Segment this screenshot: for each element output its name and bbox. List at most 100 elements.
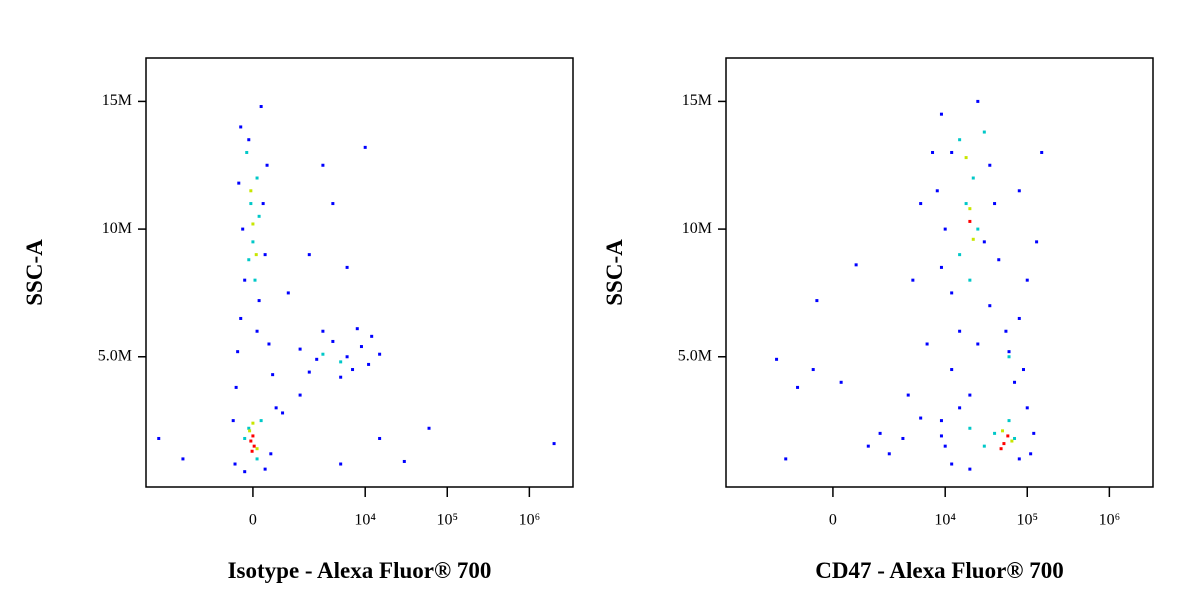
- event-dot: [939, 112, 943, 116]
- event-dot: [784, 457, 788, 461]
- event-dot: [950, 368, 954, 372]
- event-dot: [255, 329, 259, 333]
- event-dot: [958, 138, 962, 142]
- x-axis-title: CD47 - Alexa Fluor® 700: [815, 558, 1063, 583]
- event-dot: [241, 227, 245, 231]
- event-dot: [367, 362, 371, 366]
- event-dot: [267, 342, 271, 346]
- event-dot: [265, 163, 269, 167]
- event-dot: [964, 156, 968, 160]
- event-dot: [281, 411, 285, 415]
- event-dot: [815, 299, 819, 303]
- event-dot: [378, 352, 382, 356]
- x-tick-label: 0: [829, 512, 837, 529]
- event-dot: [247, 258, 251, 262]
- event-dot: [157, 436, 161, 440]
- event-dot: [402, 459, 406, 463]
- event-dot: [298, 347, 302, 351]
- event-dot: [255, 457, 259, 461]
- event-dot: [976, 99, 980, 103]
- event-dot: [331, 202, 335, 206]
- event-dot: [1010, 439, 1014, 443]
- event-dot: [253, 278, 257, 282]
- event-dot: [999, 447, 1003, 451]
- event-dot: [263, 253, 267, 257]
- event-dot: [363, 145, 367, 149]
- plot-frame: [145, 57, 574, 488]
- event-dot: [993, 202, 997, 206]
- event-dot: [887, 452, 891, 456]
- event-dot: [259, 419, 263, 423]
- event-dot: [988, 163, 992, 167]
- event-dot: [243, 470, 247, 474]
- y-tick-label: 10M: [102, 220, 132, 237]
- event-dot: [968, 393, 972, 397]
- event-dot: [243, 278, 247, 282]
- event-dot: [1017, 189, 1021, 193]
- event-dot: [351, 368, 355, 372]
- x-tick-label: 10⁶: [519, 512, 541, 529]
- y-axis-title: SSC-A: [602, 239, 627, 306]
- x-tick-label: 10⁵: [436, 512, 458, 529]
- event-dot: [950, 291, 954, 295]
- event-dot: [968, 426, 972, 430]
- event-dot: [950, 462, 954, 466]
- event-dot: [775, 357, 779, 361]
- event-dot: [1029, 452, 1033, 456]
- event-dot: [252, 444, 256, 448]
- event-dot: [251, 434, 255, 438]
- event-dot: [251, 421, 255, 425]
- event-dot: [866, 444, 870, 448]
- event-dot: [243, 436, 247, 440]
- event-dot: [925, 342, 929, 346]
- event-dot: [355, 327, 359, 331]
- event-dot: [359, 345, 363, 349]
- x-tick-label: 10⁴: [934, 512, 956, 529]
- event-dot: [982, 444, 986, 448]
- x-axis-title: Isotype - Alexa Fluor® 700: [228, 558, 492, 583]
- event-dot: [248, 429, 252, 433]
- event-dot: [901, 436, 905, 440]
- event-dot: [1032, 431, 1036, 435]
- y-tick-label: 10M: [682, 220, 712, 237]
- event-dot: [247, 426, 251, 430]
- event-dot: [931, 150, 935, 154]
- event-dot: [339, 360, 343, 364]
- event-dot: [255, 176, 259, 180]
- event-dot: [237, 181, 241, 185]
- event-dot: [982, 240, 986, 244]
- event-dot: [239, 125, 243, 129]
- event-dot: [1004, 329, 1008, 333]
- event-dot: [976, 342, 980, 346]
- x-tick-label: 10⁵: [1016, 512, 1038, 529]
- event-dot: [236, 350, 240, 354]
- event-dot: [854, 263, 858, 267]
- event-dot: [906, 393, 910, 397]
- event-dot: [321, 329, 325, 333]
- event-dot: [255, 447, 259, 451]
- event-dot: [249, 202, 253, 206]
- event-dot: [286, 291, 290, 295]
- event-dot: [1007, 350, 1011, 354]
- event-dot: [839, 380, 843, 384]
- x-tick-label: 0: [249, 512, 257, 529]
- event-dot: [958, 253, 962, 257]
- event-dot: [259, 105, 263, 109]
- event-dot: [982, 130, 986, 134]
- event-dot: [315, 357, 319, 361]
- event-dot: [964, 202, 968, 206]
- event-dot: [298, 393, 302, 397]
- event-dot: [257, 299, 261, 303]
- event-dot: [997, 258, 1001, 262]
- event-dot: [1007, 355, 1011, 359]
- event-dot: [796, 385, 800, 389]
- event-dot: [181, 457, 185, 461]
- event-dot: [345, 265, 349, 269]
- event-dot: [878, 431, 882, 435]
- event-dot: [233, 462, 237, 466]
- event-dot: [257, 214, 261, 218]
- event-dot: [1007, 419, 1011, 423]
- event-dot: [271, 373, 275, 377]
- event-dot: [1006, 434, 1010, 438]
